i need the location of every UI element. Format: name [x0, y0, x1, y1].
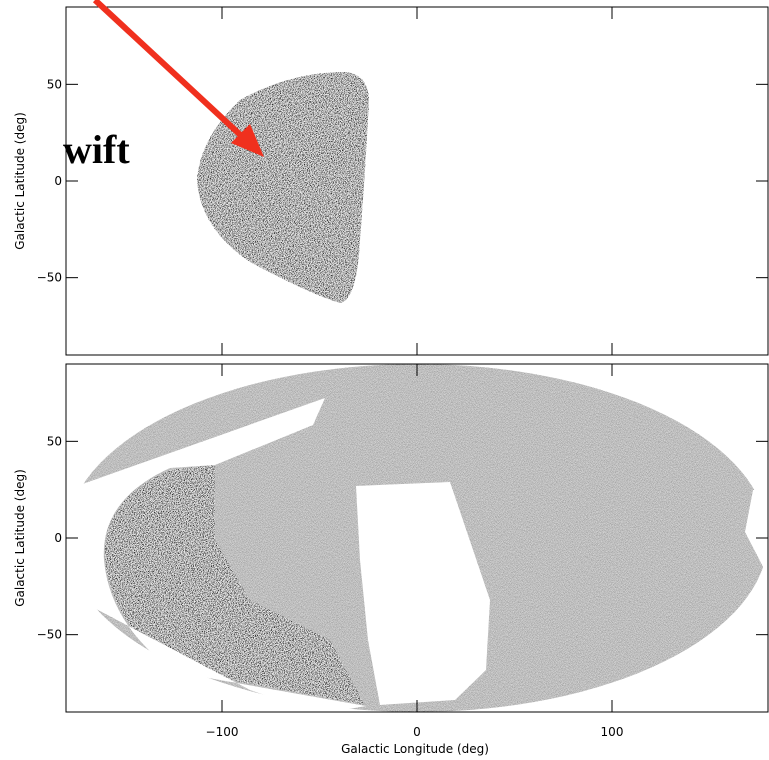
y-tick-label: −50	[37, 271, 62, 285]
y-tick-label: 0	[54, 174, 62, 188]
x-axis-label: Galactic Longitude (deg)	[341, 742, 489, 756]
y-axis-label: Galactic Latitude (deg)	[13, 112, 27, 250]
y-tick-label: 50	[47, 77, 62, 91]
page: {"chart_data": [ {"type": "skymap", "yla…	[0, 0, 769, 756]
y-tick-label: 0	[54, 531, 62, 545]
y-tick-label: 50	[47, 434, 62, 448]
x-tick-label: 0	[413, 725, 421, 739]
figure: 50 0 −50 Galactic Latitude (deg) 50 0 −50 −100 0…	[0, 0, 769, 756]
y-tick-label: −50	[37, 628, 62, 642]
annotation: wift	[63, 127, 130, 172]
coverage-map	[60, 364, 769, 714]
x-tick-label: −100	[206, 725, 239, 739]
x-tick-label: 100	[601, 725, 624, 739]
y-axis-label: Galactic Latitude (deg)	[13, 469, 27, 607]
